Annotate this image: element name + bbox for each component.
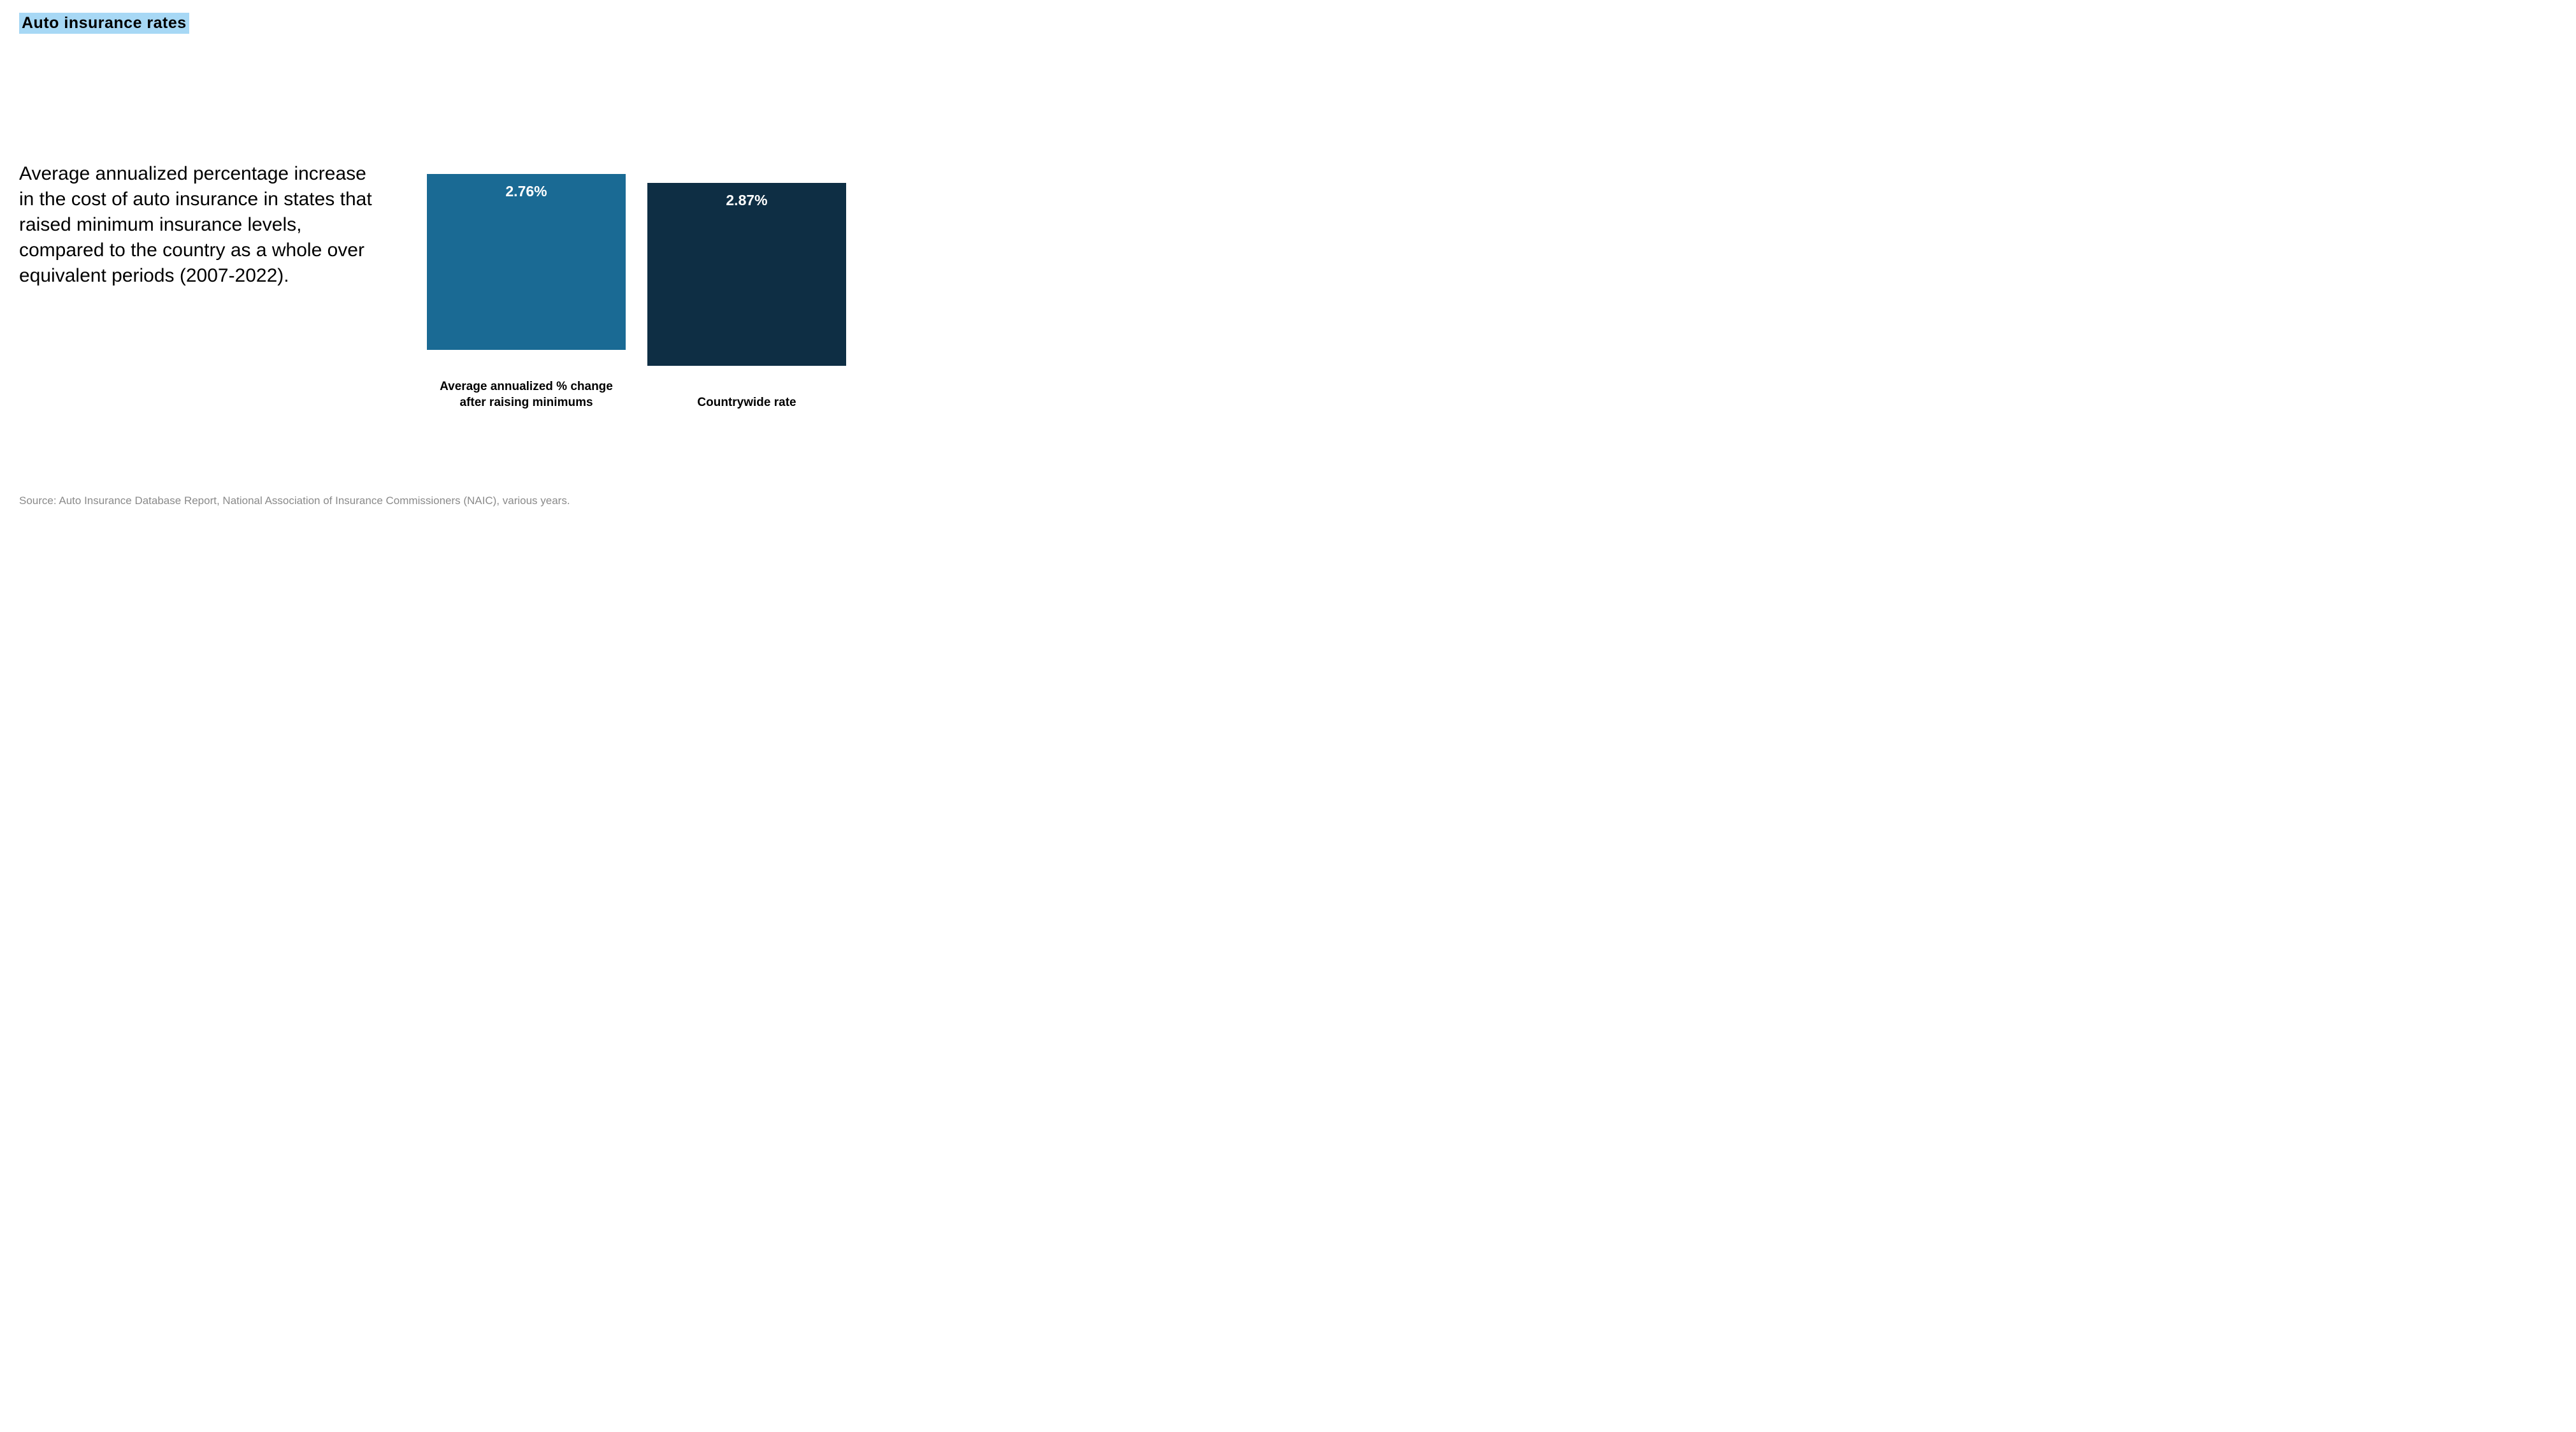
- bar-value-label: 2.76%: [427, 183, 626, 200]
- bar: 2.76%: [427, 174, 626, 350]
- bar-group: 2.76% Average annualized % change after r…: [427, 174, 626, 410]
- chart-description: Average annualized percentage increase i…: [19, 161, 376, 288]
- source-attribution: Source: Auto Insurance Database Report, …: [19, 495, 570, 507]
- slide-title: Auto insurance rates: [19, 13, 189, 34]
- bar-group: 2.87% Countrywide rate: [647, 183, 846, 411]
- slide-container: Auto insurance rates Average annualized …: [0, 0, 968, 523]
- bar: 2.87%: [647, 183, 846, 366]
- bar-value-label: 2.87%: [647, 192, 846, 209]
- bar-category-label: Countrywide rate: [697, 395, 796, 411]
- content-row: Average annualized percentage increase i…: [19, 161, 949, 410]
- bar-category-label: Average annualized % change after raisin…: [427, 379, 626, 410]
- bar-chart: 2.76% Average annualized % change after r…: [427, 174, 949, 410]
